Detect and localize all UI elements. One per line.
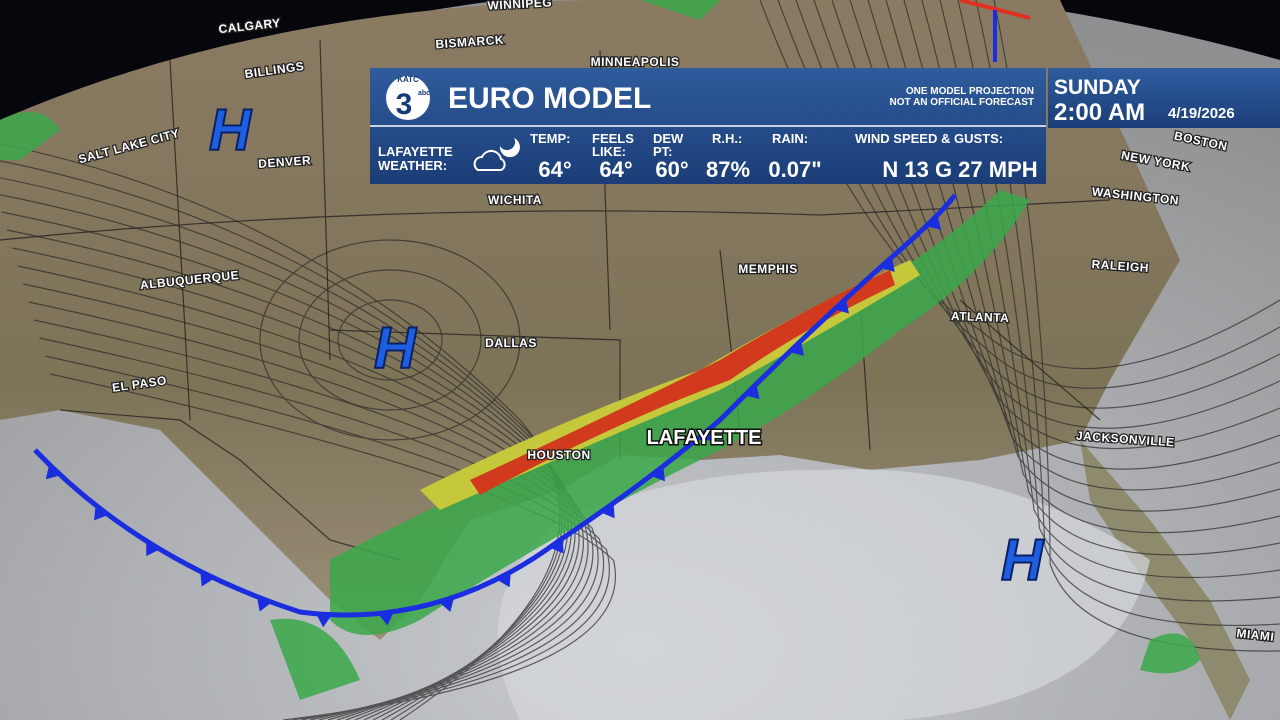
cold-front	[33, 193, 957, 618]
conditions: TEMP:64°FEELSLIKE:64°DEWPT:60°R.H.:87%RA…	[530, 131, 1038, 182]
front-triangle	[256, 596, 272, 612]
logo-station: KATC	[397, 75, 419, 84]
highlight-city: LAFAYETTE	[647, 427, 762, 449]
isobar	[0, 194, 569, 720]
panel-time	[1048, 68, 1280, 128]
front-triangle	[200, 571, 215, 587]
front-triangle	[834, 298, 849, 314]
disclaimer: NOT AN OFFICIAL FORECAST	[890, 97, 1034, 108]
front-triangle	[650, 466, 665, 482]
high-pressure: H	[1001, 528, 1044, 593]
front-triangle	[549, 538, 564, 554]
logo	[386, 76, 430, 120]
weather-icon	[473, 138, 520, 171]
time: 2:00 AM	[1054, 99, 1145, 126]
isobar	[0, 143, 561, 720]
front-triangle	[316, 613, 333, 628]
isobar	[50, 373, 616, 720]
city-label: MINNEAPOLIS	[591, 55, 680, 69]
disclaimer: ONE MODEL PROJECTION	[906, 86, 1034, 97]
field-value: 87%	[706, 157, 750, 182]
city-label: RALEIGH	[1091, 257, 1149, 275]
isobar	[39, 337, 605, 720]
city-label: DENVER	[258, 153, 312, 171]
front-triangle	[146, 540, 160, 557]
isobar	[298, 269, 482, 411]
front-triangle	[377, 611, 394, 626]
field-label: LIKE:	[592, 144, 626, 159]
front-triangle	[926, 214, 942, 230]
city-label: ATLANTA	[951, 309, 1010, 325]
city-label: BISMARCK	[435, 33, 504, 52]
isobar	[0, 160, 563, 720]
title: EURO MODEL	[448, 82, 651, 115]
info-panel: KATC 3 abc EURO MODEL ONE MODEL PROJECTI…	[370, 68, 1280, 184]
high-pressure: H	[374, 316, 417, 381]
front-triangle	[496, 571, 511, 588]
date: 4/19/2026	[1168, 105, 1235, 122]
field-label: R.H.:	[712, 131, 742, 146]
isobar	[0, 177, 566, 720]
city-label: HOUSTON	[527, 448, 590, 462]
city-label: CALGARY	[218, 16, 282, 36]
field-label: RAIN:	[772, 131, 808, 146]
location: LAFAYETTE	[378, 144, 453, 159]
front-triangles	[45, 214, 942, 628]
borders	[0, 39, 1111, 561]
city-label: MIAMI	[1236, 626, 1275, 644]
front-triangle	[600, 502, 615, 519]
field-label: FEELS	[592, 131, 634, 146]
city-label: DALLAS	[485, 336, 537, 350]
field-label: WIND SPEED & GUSTS:	[855, 131, 1003, 146]
field-value: 64°	[538, 157, 571, 182]
front-triangle	[94, 505, 109, 521]
warm-front	[959, 0, 1031, 20]
front-triangle	[699, 427, 714, 443]
precipitation	[0, 0, 1200, 700]
field-label: PT:	[653, 144, 673, 159]
front-triangle	[880, 257, 895, 273]
front-triangle	[438, 597, 455, 613]
day: SUNDAY	[1054, 76, 1141, 99]
high-pressure: H	[209, 98, 252, 163]
field-value: 0.07"	[768, 157, 821, 182]
location: WEATHER:	[378, 158, 447, 173]
field-label: TEMP:	[530, 131, 570, 146]
isobar	[337, 299, 443, 381]
gulf	[497, 469, 1150, 720]
field-label: DEW	[653, 131, 684, 146]
isobar	[259, 239, 521, 441]
logo-network: abc	[418, 90, 430, 97]
front-triangle	[789, 340, 805, 356]
field-value: 60°	[655, 157, 688, 182]
field-value: N 13 G 27 MPH	[882, 157, 1037, 182]
isobar	[44, 355, 610, 720]
pressure-centers: H H H	[208, 97, 1045, 594]
field-value: 64°	[599, 157, 632, 182]
front-triangle	[45, 464, 61, 480]
city-label: WICHITA	[488, 193, 542, 207]
front-triangle	[744, 384, 760, 399]
logo-channel: 3	[396, 88, 413, 121]
city-label: MEMPHIS	[738, 262, 798, 276]
